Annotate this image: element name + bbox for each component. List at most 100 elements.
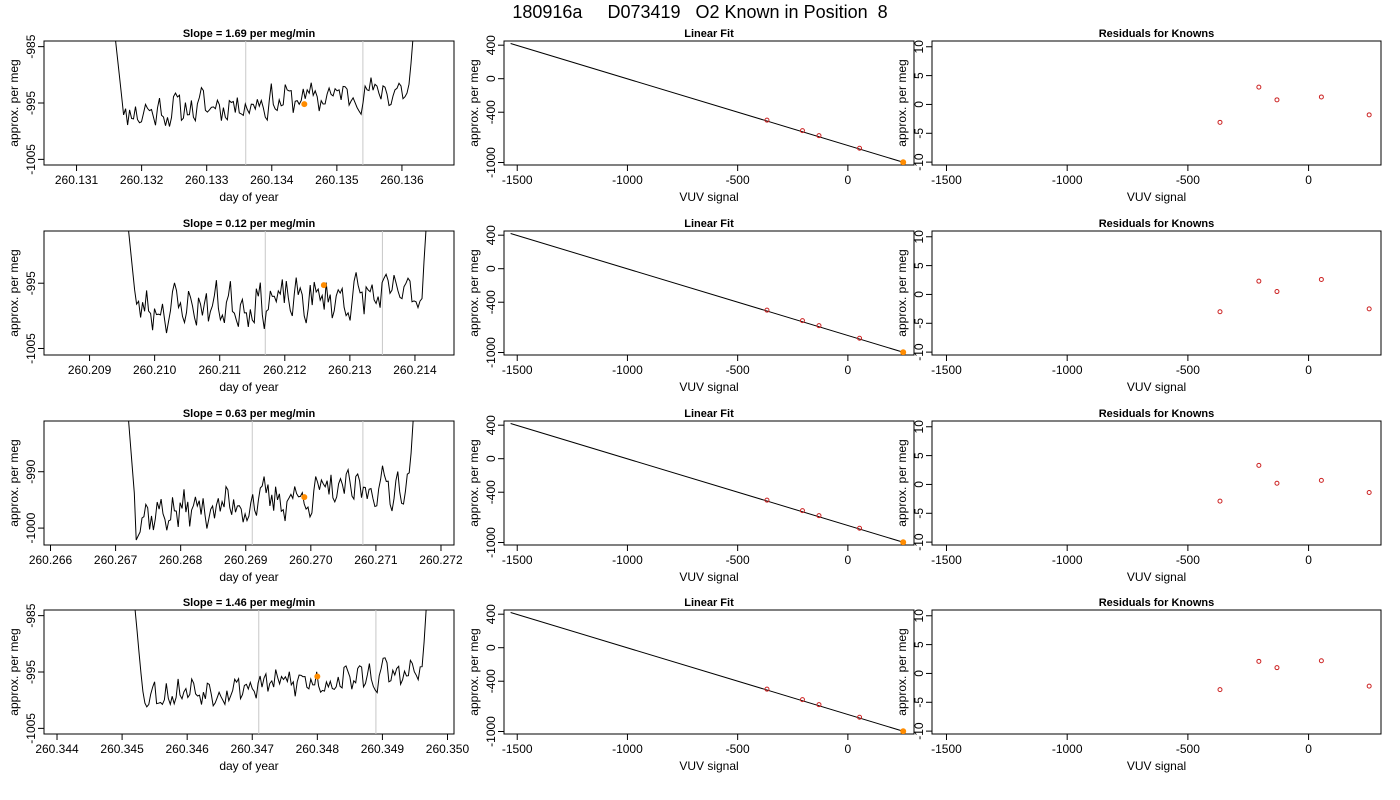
y-tick-label: -5 xyxy=(912,128,926,139)
y-axis-label: approx. per meg xyxy=(895,439,909,526)
y-tick-label: -1000 xyxy=(484,716,498,747)
y-tick-label: -400 xyxy=(484,669,498,693)
data-point xyxy=(816,133,822,139)
data-point xyxy=(1366,112,1372,118)
data-point xyxy=(1366,306,1372,312)
data-point xyxy=(816,513,822,519)
y-tick-label: 400 xyxy=(484,604,498,624)
data-point xyxy=(1274,97,1280,103)
highlight-point xyxy=(301,101,308,108)
y-axis-label: approx. per meg xyxy=(7,249,21,336)
y-tick-label: -985 xyxy=(24,34,38,58)
y-tick-label: 0 xyxy=(912,101,926,108)
plot-frame xyxy=(43,40,455,166)
y-tick-label: -400 xyxy=(484,480,498,504)
x-axis-label: VUV signal xyxy=(1127,570,1186,584)
x-tick-label: 0 xyxy=(845,553,852,567)
y-tick-label: -10 xyxy=(912,343,926,361)
plot-area xyxy=(128,231,427,355)
data-point xyxy=(1274,665,1280,671)
plot-area xyxy=(128,421,414,545)
plot-frame xyxy=(43,230,455,356)
y-tick-label: -1000 xyxy=(24,512,38,543)
fit-line xyxy=(510,43,905,163)
data-point xyxy=(1256,658,1262,664)
x-tick-label: -500 xyxy=(726,553,750,567)
y-tick-label: -5 xyxy=(912,318,926,329)
x-axis-label: VUV signal xyxy=(679,380,738,394)
y-tick-label: -1000 xyxy=(484,337,498,368)
x-tick-label: 0 xyxy=(845,742,852,756)
y-tick-label: 5 xyxy=(912,452,926,459)
y-tick-label: 400 xyxy=(484,225,498,245)
chart-panel: Residuals for Knowns -1500 -1000 -500 0 VUV s… xyxy=(895,28,1382,204)
x-tick-label: 260.131 xyxy=(55,173,99,187)
panel-title: Slope = 1.69 per meg/min xyxy=(183,28,316,40)
chart-panel: Linear Fit -1500 -1000 -500 0 VUV signal 400 0 -… xyxy=(467,28,915,204)
data-trace xyxy=(115,41,414,127)
chart-panel: Slope = 1.46 per meg/min 260.344 260.345 26… xyxy=(7,597,469,773)
panel-title: Linear Fit xyxy=(684,28,734,40)
y-tick-label: -995 xyxy=(24,660,38,684)
x-tick-label: 0 xyxy=(1305,553,1312,567)
x-tick-label: -1000 xyxy=(1052,363,1083,377)
y-tick-label: -1005 xyxy=(24,333,38,364)
y-tick-label: 10 xyxy=(912,609,926,623)
panel-title: Residuals for Knowns xyxy=(1099,28,1215,40)
x-tick-label: 260.214 xyxy=(393,363,437,377)
y-tick-label: -10 xyxy=(912,533,926,551)
page-title: 180916a D073419 O2 Known in Position 8 xyxy=(512,2,888,22)
x-tick-label: 260.348 xyxy=(296,742,340,756)
y-tick-label: -10 xyxy=(912,722,926,740)
data-point xyxy=(764,497,770,503)
x-tick-label: 260.271 xyxy=(354,553,398,567)
panel-title: Residuals for Knowns xyxy=(1099,408,1215,420)
y-axis-label: approx. per meg xyxy=(895,59,909,146)
data-point xyxy=(1256,278,1262,284)
fit-line xyxy=(510,612,905,732)
y-axis-label: approx. per meg xyxy=(467,59,481,146)
x-tick-label: 260.209 xyxy=(68,363,112,377)
x-tick-label: -500 xyxy=(726,742,750,756)
x-tick-label: 260.211 xyxy=(198,363,241,377)
chart-panel: Slope = 0.63 per meg/min 260.266 260.267 26… xyxy=(7,408,463,584)
y-tick-label: 5 xyxy=(912,641,926,648)
y-axis-label: approx. per meg xyxy=(895,628,909,715)
x-tick-label: -500 xyxy=(1176,553,1200,567)
plot-area xyxy=(1217,658,1372,693)
panel-title: Slope = 1.46 per meg/min xyxy=(183,597,316,609)
data-point xyxy=(799,128,805,134)
plot-area xyxy=(1217,276,1372,315)
plot-frame xyxy=(931,230,1382,356)
y-axis-label: approx. per meg xyxy=(7,628,21,715)
data-point xyxy=(1217,119,1223,125)
x-tick-label: 260.136 xyxy=(380,173,424,187)
x-axis-label: VUV signal xyxy=(679,759,738,773)
x-tick-label: 0 xyxy=(845,173,852,187)
plot-frame xyxy=(931,420,1382,546)
y-tick-label: -990 xyxy=(24,459,38,483)
x-tick-label: 260.349 xyxy=(361,742,405,756)
data-point xyxy=(1274,289,1280,295)
y-tick-label: -5 xyxy=(912,697,926,708)
y-tick-label: 0 xyxy=(912,291,926,298)
x-axis-label: day of year xyxy=(219,380,278,394)
fit-line xyxy=(510,423,905,543)
y-tick-label: 400 xyxy=(484,35,498,55)
data-point xyxy=(857,525,863,531)
data-point xyxy=(816,702,822,708)
highlight-point xyxy=(320,282,327,289)
plot-frame xyxy=(503,609,915,735)
y-tick-label: 10 xyxy=(912,40,926,54)
data-point xyxy=(816,323,822,329)
x-tick-label: 260.133 xyxy=(185,173,229,187)
data-point xyxy=(857,714,863,720)
y-tick-label: 5 xyxy=(912,262,926,269)
y-tick-label: -1005 xyxy=(24,144,38,175)
x-tick-label: -1500 xyxy=(931,553,962,567)
data-point xyxy=(857,335,863,341)
plot-frame xyxy=(503,420,915,546)
y-tick-label: 0 xyxy=(484,644,498,651)
x-tick-label: -500 xyxy=(726,173,750,187)
highlight-point xyxy=(900,728,907,734)
